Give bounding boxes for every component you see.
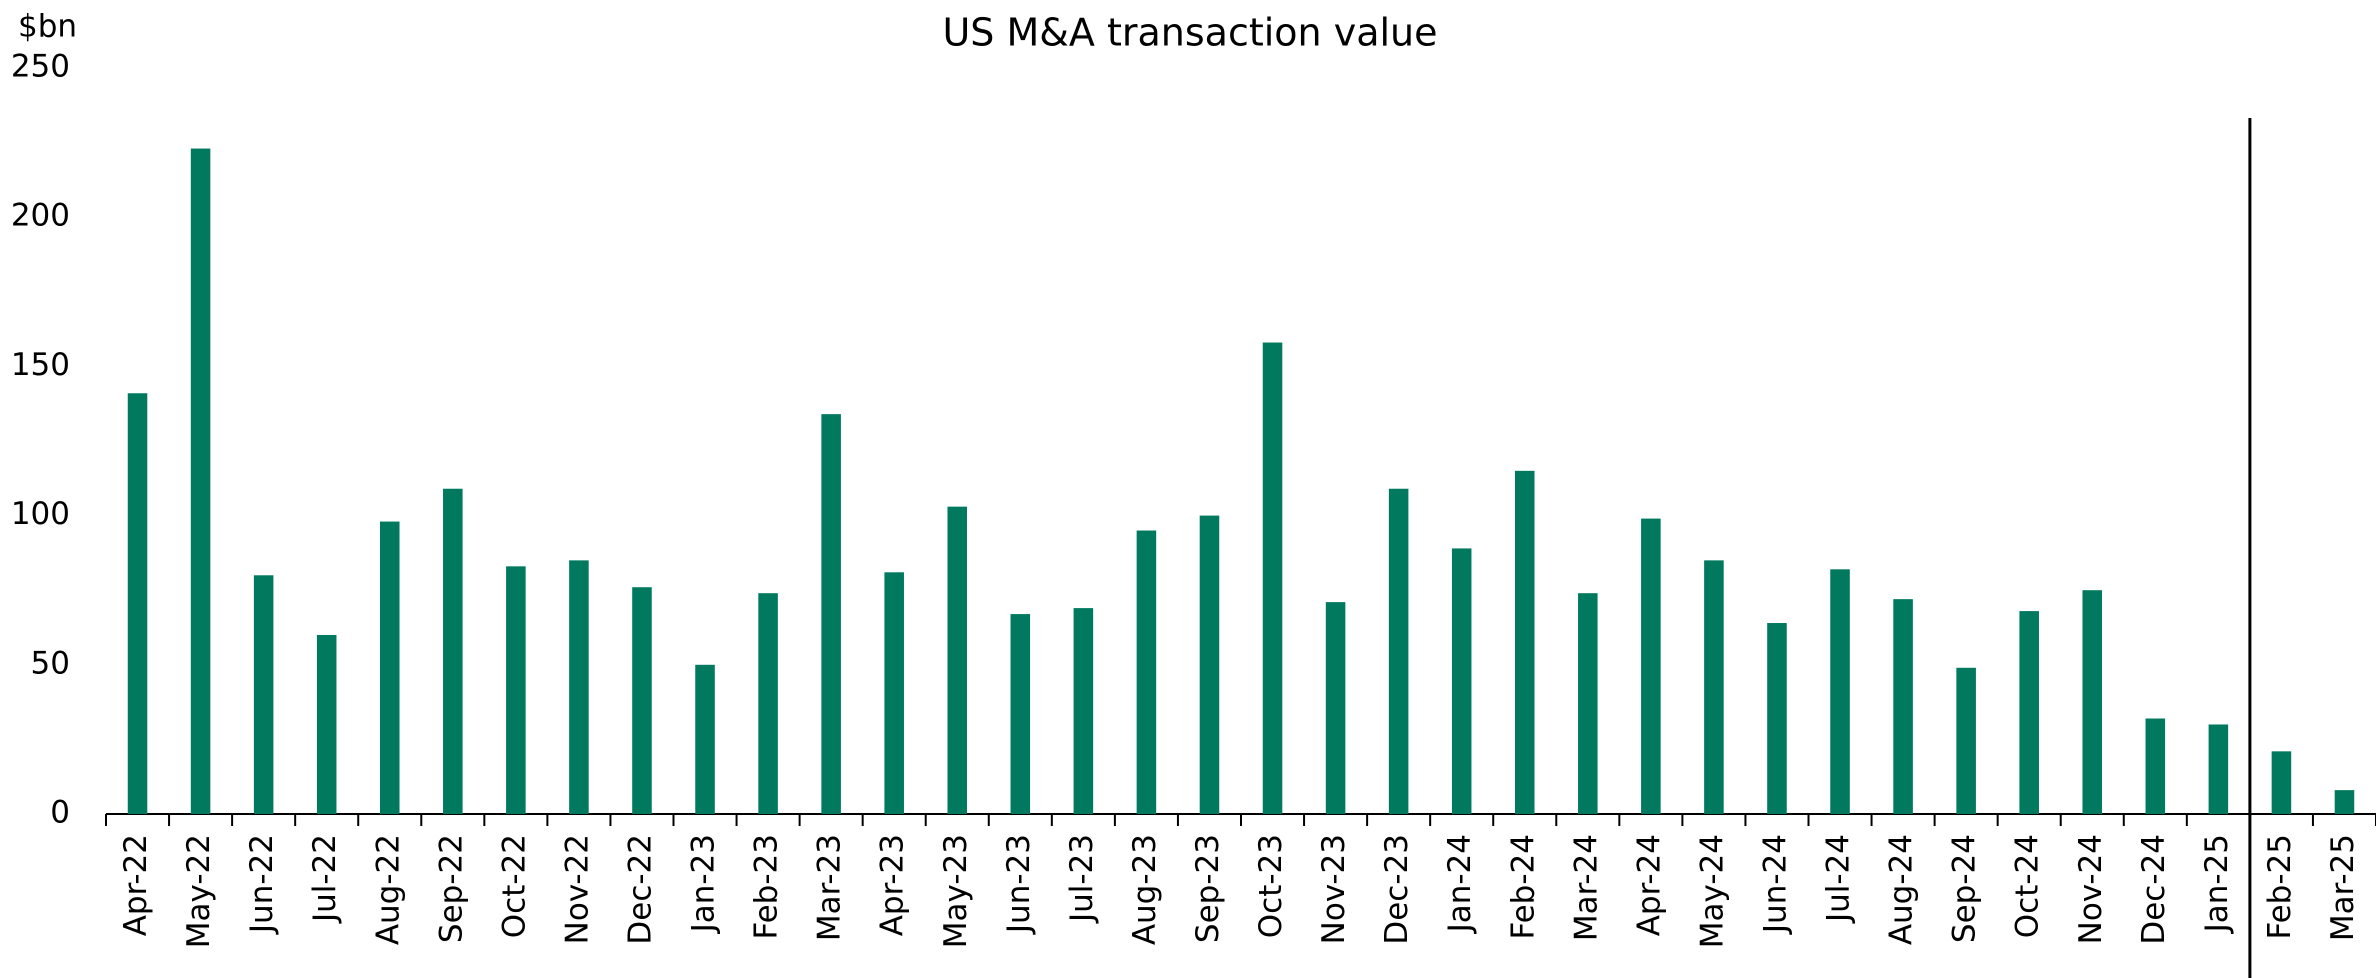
bar [821,414,841,814]
x-tick-label: Jan-23 [686,834,722,934]
bar [884,572,904,814]
bar [2019,611,2039,814]
bar [569,560,589,814]
bar [1767,623,1787,814]
bar [1451,548,1472,814]
x-tick-label: Jun-24 [1757,834,1793,935]
x-tick-label: Aug-22 [370,834,406,945]
x-tick-label: Nov-24 [2073,834,2109,944]
bar [127,393,148,814]
x-tick-label: Nov-22 [559,834,595,944]
x-tick-label: Oct-22 [496,834,532,938]
x-tick-label: Jan-24 [1442,834,1478,934]
y-tick-label: 0 [50,795,70,831]
x-tick-label: Jul-24 [1821,834,1857,924]
x-tick-label: Mar-25 [2325,834,2361,941]
bar [1136,530,1157,814]
x-tick-label: Feb-25 [2262,834,2298,940]
x-tick-label: Apr-24 [1631,834,1667,936]
bar [1388,488,1409,814]
y-axis-label: $bn [18,9,77,45]
bar [1010,614,1031,814]
bar [190,148,211,814]
y-tick-label: 150 [11,347,70,383]
y-tick-label: 50 [31,645,70,681]
x-tick-label: Oct-23 [1253,834,1289,938]
x-tick-label: Jul-23 [1064,834,1100,924]
x-tick-label: Jun-23 [1001,834,1037,935]
bar [2271,751,2292,814]
bar [1704,560,1724,814]
x-tick-label: Feb-23 [749,834,785,940]
bar [379,521,400,814]
x-tick-label: Dec-24 [2136,834,2172,945]
y-tick-label: 100 [11,496,70,532]
x-tick-label: Jan-25 [2199,834,2235,934]
x-tick-label: Sep-23 [1190,834,1226,943]
bar [695,664,715,814]
bar [1262,342,1283,814]
x-tick-label: Jun-22 [244,834,280,935]
bar [1325,602,1346,814]
x-tick-label: May-22 [181,834,217,948]
bar [1514,470,1535,814]
bar [253,575,274,814]
x-tick-label: Aug-23 [1127,834,1163,945]
x-tick-label: Aug-24 [1884,834,1920,945]
bar [2145,718,2166,814]
x-tick-label: Nov-23 [1316,834,1352,944]
x-tick-label: Sep-24 [1947,834,1983,943]
bar [947,506,968,814]
bar [1199,515,1220,814]
x-tick-label: Apr-22 [118,834,154,936]
x-tick-label: May-23 [938,834,974,948]
chart-title: US M&A transaction value [942,11,1437,55]
x-tick-label: May-24 [1694,834,1730,948]
x-tick-label: Apr-23 [875,834,911,936]
bar [758,593,778,814]
bar [2082,590,2103,814]
y-tick-label: 200 [11,198,70,234]
x-tick-label: Oct-24 [2010,834,2046,938]
bar [443,488,463,814]
x-tick-label: Sep-22 [433,834,469,943]
bar [2334,790,2355,814]
bar [316,634,337,814]
x-tick-label: Dec-22 [622,834,658,945]
bar [1893,599,1913,814]
x-tick-label: Dec-23 [1379,834,1415,945]
bar [1073,608,1094,814]
x-tick-label: Mar-23 [812,834,848,941]
bar [2208,724,2229,814]
y-tick-label: 250 [11,49,70,85]
bar [1956,667,1976,814]
bar [1641,518,1661,814]
bar [632,587,652,814]
x-tick-label: Jul-22 [307,834,343,924]
x-tick-label: Feb-24 [1505,834,1541,940]
x-tick-label: Mar-24 [1568,834,1604,941]
bar [1578,593,1598,814]
bar [506,566,526,814]
bar [1830,569,1850,814]
